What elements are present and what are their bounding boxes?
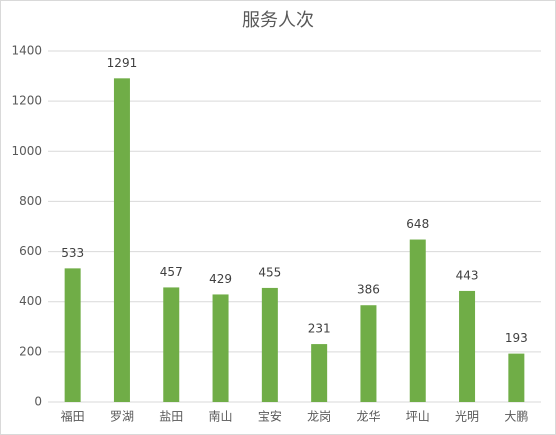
x-tick-label: 龙岗: [307, 410, 331, 424]
data-label: 648: [406, 217, 429, 231]
y-tick-label: 1000: [11, 144, 42, 158]
data-label: 429: [209, 272, 232, 286]
bar: [459, 290, 476, 402]
y-tick-label: 0: [34, 395, 42, 409]
x-tick-label: 盐田: [159, 410, 183, 424]
y-tick-label: 400: [19, 294, 42, 308]
x-tick-label: 福田: [61, 409, 85, 424]
data-label: 455: [258, 265, 281, 279]
data-label: 533: [61, 246, 84, 260]
x-tick-label: 宝安: [258, 409, 282, 424]
y-tick-label: 600: [19, 244, 42, 258]
data-label: 193: [505, 331, 528, 345]
y-tick-label: 200: [19, 344, 42, 358]
bar: [508, 353, 525, 402]
x-tick-label: 龙华: [356, 410, 380, 424]
bar: [212, 294, 229, 402]
data-label: 1291: [107, 56, 138, 70]
y-tick-label: 1200: [11, 94, 42, 108]
x-tick-label: 光明: [455, 410, 479, 424]
bar: [64, 268, 81, 402]
bar: [163, 287, 180, 402]
bar: [113, 78, 130, 403]
bar: [409, 239, 426, 402]
y-tick-label: 800: [19, 194, 42, 208]
x-tick-label: 坪山: [406, 410, 430, 424]
data-label: 231: [308, 322, 331, 336]
bar: [360, 305, 377, 402]
x-tick-label: 大鹏: [504, 410, 528, 424]
data-label: 443: [456, 268, 479, 282]
y-tick-label: 1400: [11, 44, 42, 58]
x-tick-label: 南山: [209, 409, 233, 424]
bar: [261, 287, 278, 402]
chart-title: 服务人次: [242, 10, 314, 31]
bar: [311, 344, 328, 402]
x-tick-label: 罗湖: [110, 409, 134, 424]
data-label: 386: [357, 283, 380, 297]
data-label: 457: [160, 265, 183, 279]
